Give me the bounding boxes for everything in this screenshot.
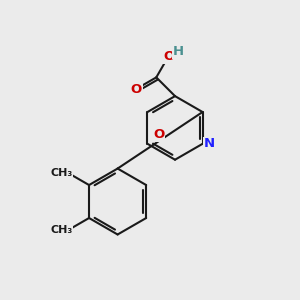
Text: O: O (163, 50, 174, 63)
Text: N: N (203, 137, 214, 150)
Text: H: H (173, 45, 184, 58)
Text: CH₃: CH₃ (51, 225, 73, 235)
Text: O: O (131, 83, 142, 96)
Text: CH₃: CH₃ (51, 168, 73, 178)
Text: O: O (153, 128, 165, 141)
